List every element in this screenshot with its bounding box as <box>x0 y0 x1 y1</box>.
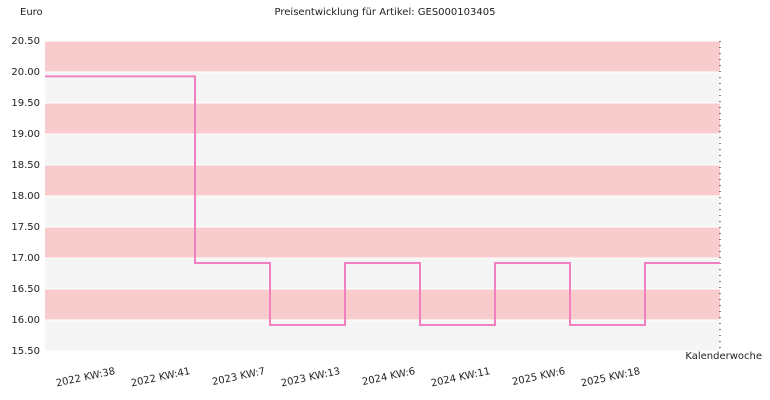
y-tick-label: 20.50 <box>11 36 40 47</box>
band <box>45 227 720 258</box>
x-tick-label: 2025 KW:18 <box>580 366 641 389</box>
y-tick-label: 16.00 <box>11 315 40 326</box>
band <box>45 196 720 227</box>
band <box>45 134 720 165</box>
band <box>45 41 720 72</box>
x-tick-label: 2025 KW:6 <box>511 366 566 388</box>
x-tick-label: 2024 KW:11 <box>430 366 491 389</box>
x-tick-label: 2024 KW:6 <box>361 366 416 388</box>
x-tick-label: 2023 KW:13 <box>280 366 341 389</box>
y-tick-label: 15.50 <box>11 346 40 357</box>
y-tick-label: 18.50 <box>11 160 40 171</box>
y-tick-label: 17.50 <box>11 222 40 233</box>
y-tick-label: 19.50 <box>11 98 40 109</box>
x-tick-label: 2023 KW:7 <box>211 366 266 388</box>
band <box>45 165 720 196</box>
y-tick-label: 18.00 <box>11 191 40 202</box>
x-tick-label: 2022 KW:41 <box>130 366 191 389</box>
y-tick-label: 17.00 <box>11 253 40 264</box>
y-tick-label: 16.50 <box>11 284 40 295</box>
band <box>45 289 720 320</box>
price-line <box>45 75 720 326</box>
y-tick-label: 19.00 <box>11 129 40 140</box>
x-axis-label: Kalenderwoche <box>685 351 762 362</box>
x-tick-label: 2022 KW:38 <box>55 366 116 389</box>
y-tick-label: 20.00 <box>11 67 40 78</box>
y-axis-label: Euro <box>20 7 43 18</box>
band <box>45 103 720 134</box>
chart-title: Preisentwicklung für Artikel: GES0001034… <box>275 7 496 18</box>
